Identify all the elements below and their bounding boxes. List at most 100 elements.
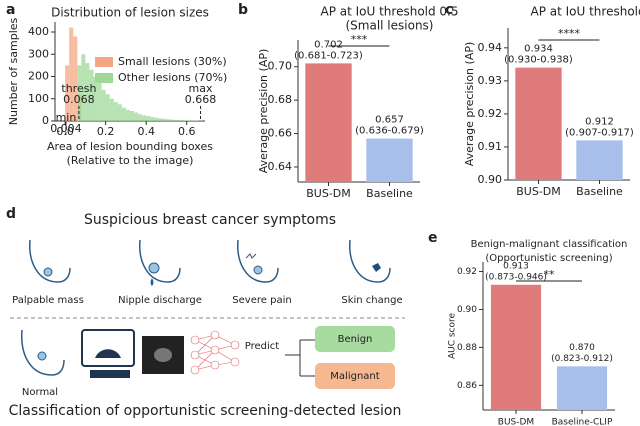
value-label: 0.702 [314, 39, 343, 50]
breast-icons [21, 239, 391, 376]
ci-label: (0.873-0.946) [485, 272, 547, 282]
y-tick-label: 0.70 [268, 60, 293, 73]
significance-label: *** [351, 33, 368, 46]
diagram: Suspicious breast cancer symptoms Palpab… [9, 212, 405, 419]
x-tick-label: Baseline [576, 185, 623, 198]
diagram-title: Suspicious breast cancer symptoms [84, 212, 336, 228]
y-tick-label: 0.68 [268, 93, 293, 106]
histogram-bar [134, 112, 139, 121]
histogram-bar [105, 94, 110, 121]
histogram-bar [121, 107, 126, 121]
histogram-bar [113, 102, 118, 121]
x-tick-label: 0.0 [56, 125, 74, 138]
device-base [90, 370, 130, 378]
x-axis-label: Area of lesion bounding boxes [47, 140, 213, 153]
y-tick-label: 0.94 [478, 41, 503, 54]
y-axis-label: Average precision (AP) [463, 42, 476, 167]
histogram-bar [154, 117, 159, 121]
histogram-bar [130, 110, 135, 121]
y-tick-label: 0.92 [457, 267, 477, 277]
pain-icon [253, 265, 263, 275]
threshold-name: max [189, 82, 213, 95]
panel-label: d [6, 206, 16, 222]
bar [576, 140, 623, 180]
value-label: 0.912 [585, 116, 614, 127]
histogram-bar [174, 119, 179, 121]
value-label: 0.934 [524, 44, 553, 55]
threshold-name: min [56, 111, 77, 124]
value-label: 0.657 [375, 115, 404, 126]
histogram-bar [162, 118, 167, 121]
histogram-bar [117, 104, 122, 121]
value-label: 0.913 [503, 261, 529, 271]
x-tick-label: BUS-DM [498, 418, 534, 426]
histogram-bar [93, 76, 98, 121]
histogram-bar [81, 54, 86, 122]
histogram-bar [85, 63, 90, 121]
y-tick-label: 0.93 [478, 74, 503, 87]
bar [515, 67, 562, 180]
histogram-bar [166, 119, 171, 121]
chart-title: AP at IoU threshold 0.5 [530, 5, 640, 19]
histogram-bar [186, 120, 191, 121]
histogram-bar [109, 98, 114, 121]
y-tick-label: 0.88 [457, 343, 477, 353]
pain-bolt [245, 253, 257, 259]
value-label: 0.870 [569, 343, 595, 353]
mass-icon [43, 267, 53, 277]
y-tick-label: 400 [28, 25, 49, 38]
panel-label: e [428, 230, 438, 246]
ci-label: (0.636-0.679) [355, 126, 424, 137]
lesion [154, 348, 172, 362]
discharge-icon [150, 278, 154, 286]
output-label: Malignant [330, 371, 379, 382]
normal-label: Normal [22, 387, 58, 398]
ci-label: (0.681-0.723) [294, 50, 363, 61]
histogram-bar [170, 119, 175, 121]
ci-label: (0.907-0.917) [565, 127, 634, 138]
symptom-label: Severe pain [232, 295, 291, 306]
bar [305, 63, 352, 182]
connector [285, 339, 315, 377]
y-tick-label: 300 [28, 47, 49, 60]
x-tick-label: 0.2 [97, 125, 115, 138]
histogram-bar [150, 116, 155, 121]
histogram-bar [138, 114, 143, 121]
histogram-bar [101, 89, 106, 121]
panel-label: c [445, 2, 453, 18]
y-tick-label: 0.92 [478, 107, 503, 120]
y-axis-label: AUC score [448, 313, 458, 360]
histogram-bar [65, 65, 70, 121]
histogram-bar [77, 65, 82, 121]
y-tick-label: 200 [28, 70, 49, 83]
panel-label: b [238, 2, 248, 18]
bar [366, 138, 413, 182]
x-tick-label: BUS-DM [306, 187, 351, 200]
chart-title: Distribution of lesion sizes [51, 6, 209, 20]
y-tick-label: 100 [28, 92, 49, 105]
y-tick-label: 0.90 [457, 305, 477, 315]
y-tick-label: 0.91 [478, 140, 503, 153]
chart-subtitle: (Opportunistic screening) [485, 253, 612, 264]
histogram-bar [89, 69, 94, 121]
breast-icon [349, 239, 391, 283]
x-tick-label: 0.6 [178, 125, 196, 138]
threshold-value: 0.004 [50, 122, 82, 135]
nipple-icon [148, 262, 160, 274]
histogram-bar [158, 118, 163, 121]
skin-icon [372, 263, 381, 272]
histogram-bar [142, 115, 147, 121]
y-tick-label: 0 [42, 114, 49, 127]
symptom-label: Skin change [341, 295, 402, 306]
histogram-bar [73, 36, 78, 121]
benign-box [315, 326, 395, 352]
y-tick-label: 0.66 [268, 127, 293, 140]
normal-icon [37, 351, 47, 361]
significance-label: **** [558, 27, 581, 40]
legend-label: Other lesions (70%) [118, 71, 227, 84]
histogram-bar [178, 120, 183, 121]
histogram-bar [69, 27, 74, 121]
x-tick-label: 0.4 [137, 125, 155, 138]
x-tick-label: Baseline-CLIP [552, 418, 613, 426]
